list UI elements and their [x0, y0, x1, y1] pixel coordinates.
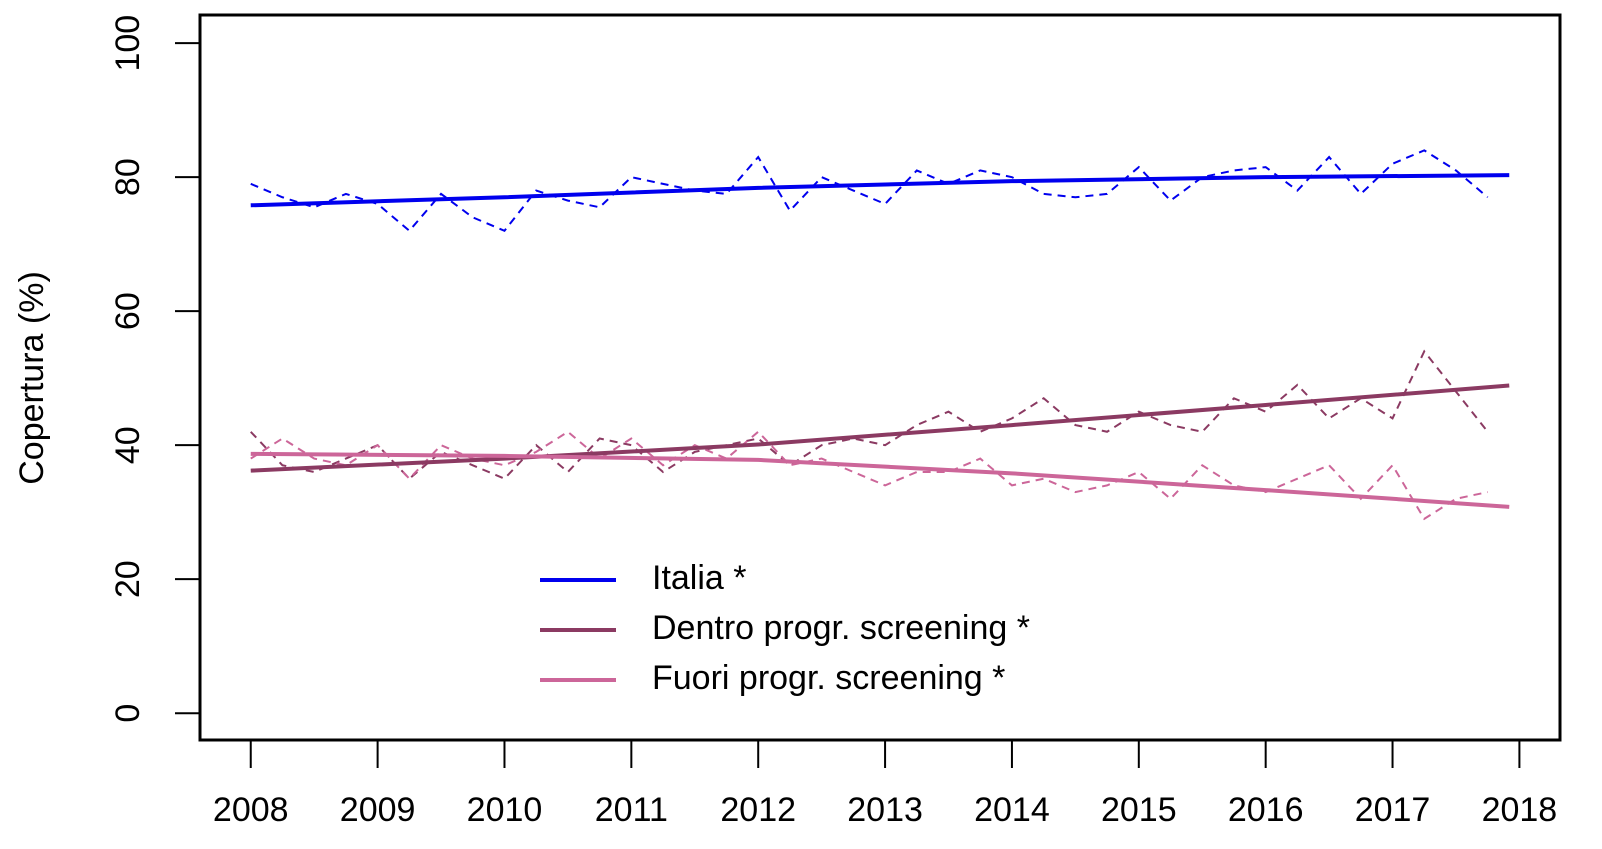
x-tick-label: 2009 [340, 791, 416, 829]
x-tick-label: 2008 [213, 791, 289, 829]
y-tick-label: 40 [109, 426, 147, 464]
legend-label: Fuori progr. screening * [652, 659, 1005, 697]
x-tick-label: 2018 [1482, 791, 1558, 829]
x-tick-label: 2014 [974, 791, 1050, 829]
x-tick-label: 2016 [1228, 791, 1304, 829]
trend-line [250, 173, 1510, 208]
y-tick-label: 20 [109, 560, 147, 598]
legend-label: Italia * [652, 559, 747, 597]
plot-frame [198, 13, 1562, 742]
y-tick-label: 100 [109, 15, 147, 72]
x-tick-label: 2013 [847, 791, 923, 829]
legend-label: Dentro progr. screening * [652, 609, 1030, 647]
x-tick-label: 2010 [467, 791, 543, 829]
x-tick-label: 2011 [595, 791, 668, 829]
trend-line [250, 451, 1510, 509]
y-tick-label: 80 [109, 158, 147, 196]
x-tick-label: 2015 [1101, 791, 1177, 829]
data-line-dashed [250, 149, 1489, 233]
y-tick-label: 0 [109, 704, 147, 723]
y-tick-label: 60 [109, 292, 147, 330]
y-axis-label: Copertura (%) [13, 271, 51, 485]
data-line-dashed [250, 349, 1489, 481]
x-tick-label: 2017 [1355, 791, 1431, 829]
data-line-dashed [250, 430, 1488, 521]
trend-line [250, 383, 1510, 473]
x-tick-label: 2012 [720, 791, 796, 829]
